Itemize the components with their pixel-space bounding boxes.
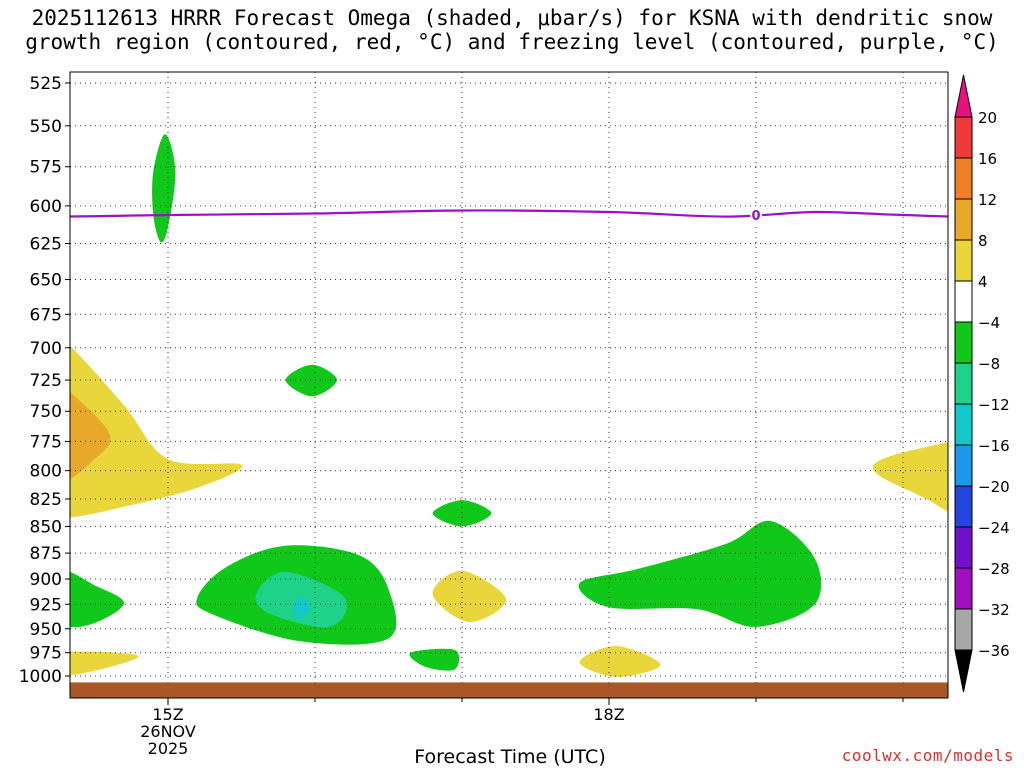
y-tick-label-1000: 1000 (19, 667, 62, 687)
x-axis: 15Z26NOV202518Z21Z00Z27NOV03Z06Z (140, 698, 904, 758)
colorbar-label-14: −36 (978, 642, 1010, 660)
y-tick-label-775: 775 (30, 432, 62, 452)
chart-title-line-2: growth region (contoured, red, °C) and f… (25, 30, 999, 54)
colorbar-label-7: −8 (978, 355, 1000, 373)
y-tick-label-875: 875 (30, 544, 62, 564)
terrain-layer (70, 682, 948, 698)
colorbar-bin-3 (954, 198, 973, 241)
colorbar-bin-9 (954, 444, 973, 487)
y-tick-label-575: 575 (30, 158, 62, 178)
colorbar-bin-11 (954, 526, 973, 569)
colorbar-label-5: 4 (978, 273, 988, 291)
colorbar-label-12: −28 (978, 560, 1010, 578)
colorbar-bin-13 (954, 608, 973, 651)
omega-region-6 (872, 442, 948, 512)
y-tick-label-950: 950 (30, 620, 62, 640)
colorbar-bin-1 (954, 116, 973, 159)
colorbar-label-8: −12 (978, 396, 1010, 414)
y-tick-label-675: 675 (30, 305, 62, 325)
freezing-level-label-1: 0 (751, 209, 760, 224)
colorbar-bottom-triangle (954, 649, 973, 693)
x-tick-date-15Z: 26NOV (140, 722, 196, 741)
y-tick-label-700: 700 (30, 339, 62, 359)
x-tick-label-18Z: 18Z (593, 705, 624, 724)
y-tick-label-925: 925 (30, 595, 62, 615)
colorbar-label-6: −4 (978, 314, 1000, 332)
colorbar-bin-10 (954, 485, 973, 528)
y-tick-label-625: 625 (30, 234, 62, 254)
colorbar-bin-7 (954, 362, 973, 405)
colorbar-bin-2 (954, 157, 973, 200)
plot-frame (69, 71, 949, 699)
y-tick-label-650: 650 (30, 271, 62, 291)
y-tick-label-975: 975 (30, 644, 62, 664)
chart-title: 2025112613 HRRR Forecast Omega (shaded, … (0, 6, 1024, 54)
x-tick-year-15Z: 2025 (148, 739, 189, 758)
chart-title-line-1: 2025112613 HRRR Forecast Omega (shaded, … (31, 6, 993, 30)
omega-region-12 (292, 597, 311, 620)
colorbar-label-2: 16 (978, 150, 997, 168)
y-tick-label-725: 725 (30, 371, 62, 391)
colorbar-label-13: −32 (978, 601, 1010, 619)
terrain-strip (70, 682, 948, 698)
omega-region-2 (70, 391, 111, 480)
x-axis-title: Forecast Time (UTC) (414, 746, 606, 768)
freezing-level-layer: 00 (70, 207, 948, 224)
colorbar-bin-5 (954, 280, 973, 323)
y-tick-label-825: 825 (30, 490, 62, 510)
colorbar: 20 16 12 8 4 −4 −8 −12 −16 −20 −24 −28 −32 −36 (954, 74, 1010, 693)
colorbar-bin-4 (954, 239, 973, 282)
y-tick-label-750: 750 (30, 402, 62, 422)
omega-region-15 (579, 646, 661, 677)
omega-region-1 (70, 345, 242, 518)
omega-region-7 (432, 500, 492, 527)
colorbar-label-4: 8 (978, 232, 988, 250)
omega-shading-layer (70, 134, 948, 677)
y-tick-label-550: 550 (30, 117, 62, 137)
y-tick-label-600: 600 (30, 197, 62, 217)
colorbar-label-1: 20 (978, 109, 997, 127)
colorbar-bin-8 (954, 403, 973, 446)
colorbar-label-3: 12 (978, 191, 997, 209)
omega-region-13 (432, 570, 507, 623)
y-tick-label-525: 525 (30, 74, 62, 94)
y-axis: 525 550 575 600 625 650 675 700 725 750 775 800 825 8… (19, 74, 70, 687)
y-tick-label-800: 800 (30, 462, 62, 482)
colorbar-top-triangle (954, 74, 973, 118)
colorbar-label-11: −24 (978, 519, 1010, 537)
colorbar-label-9: −16 (978, 437, 1010, 455)
colorbar-label-10: −20 (978, 478, 1010, 496)
omega-region-8 (70, 571, 124, 628)
omega-region-9 (70, 651, 139, 676)
freezing-label-bg-1 (750, 207, 762, 224)
colorbar-bin-6 (954, 321, 973, 364)
omega-region-5 (285, 364, 337, 397)
x-tick-label-15Z: 15Z (152, 705, 183, 724)
y-tick-label-900: 900 (30, 570, 62, 590)
omega-region-16 (578, 520, 822, 627)
freezing-level-line (70, 209, 948, 218)
site-credit: coolwx.com/models (841, 746, 1014, 765)
y-tick-label-850: 850 (30, 517, 62, 537)
omega-region-14 (409, 648, 460, 671)
colorbar-bin-12 (954, 567, 973, 610)
